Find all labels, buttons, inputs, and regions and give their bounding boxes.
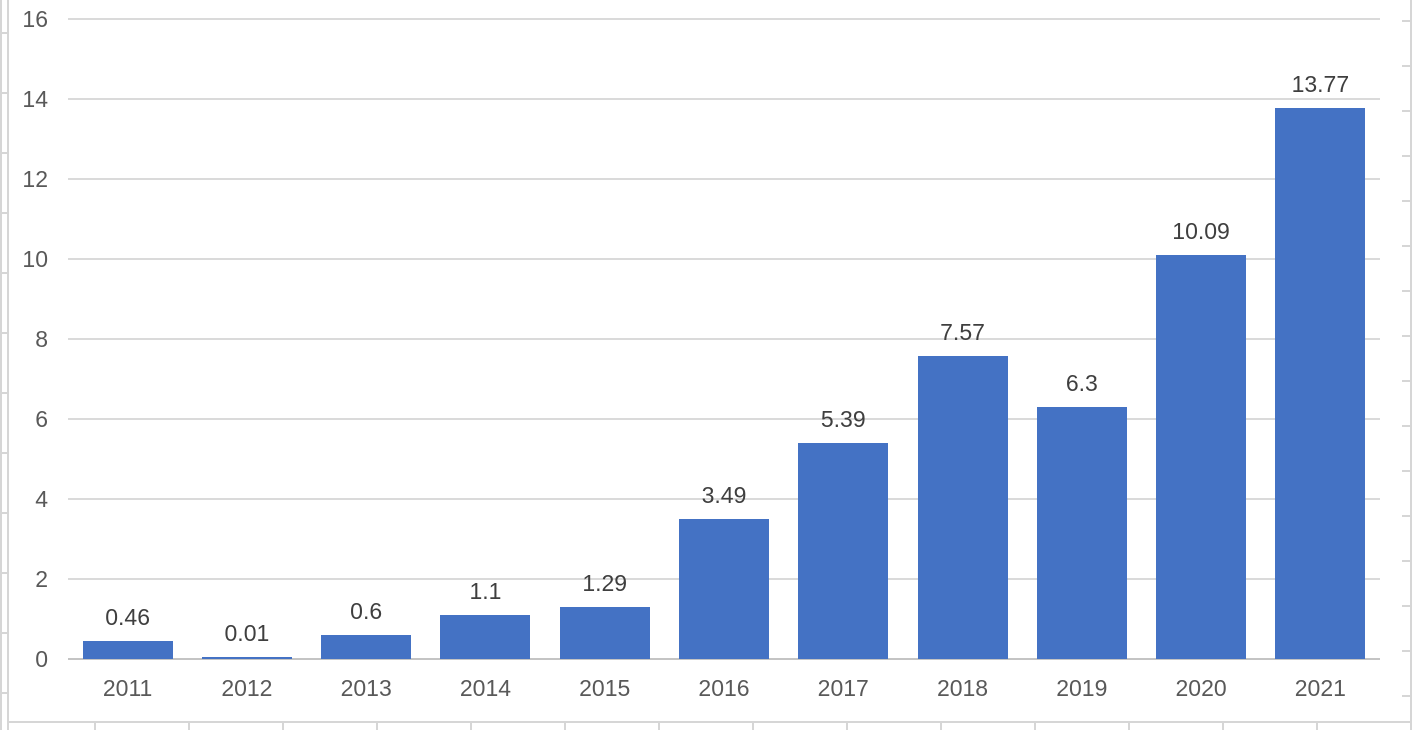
sheet-row-line bbox=[1402, 560, 1410, 562]
y-tick-label: 4 bbox=[35, 486, 48, 512]
gridline bbox=[68, 178, 1380, 180]
bar-value-label: 1.1 bbox=[469, 578, 502, 604]
x-tick-label: 2016 bbox=[698, 675, 750, 701]
y-tick-label: 14 bbox=[22, 86, 48, 112]
bar-2011 bbox=[82, 640, 173, 659]
sheet-row-line bbox=[1402, 335, 1410, 337]
sheet-row-line bbox=[0, 332, 7, 334]
bar-value-label: 1.29 bbox=[582, 570, 628, 597]
y-tick-label: 0 bbox=[35, 646, 48, 672]
sheet-column-line bbox=[470, 723, 472, 730]
x-tick-label: 2011 bbox=[102, 675, 153, 701]
sheet-column-line bbox=[188, 723, 190, 730]
sheet-column-line bbox=[1222, 723, 1224, 730]
sheet-column-line bbox=[6, 0, 9, 730]
sheet-row-line bbox=[1402, 425, 1410, 427]
bar-2014 bbox=[440, 615, 531, 659]
sheet-row-line bbox=[1402, 290, 1410, 292]
bar-value-label: 5.39 bbox=[820, 406, 866, 433]
bar-2016 bbox=[679, 519, 769, 659]
sheet-column-line bbox=[0, 0, 2, 730]
x-tick-label: 2012 bbox=[221, 675, 273, 701]
bar-value-label: 0.6 bbox=[350, 598, 383, 624]
sheet-row-line bbox=[0, 632, 7, 634]
gridline bbox=[68, 418, 1380, 420]
sheet-row-line bbox=[0, 32, 7, 34]
bar-2021 bbox=[1275, 108, 1366, 659]
sheet-row-line bbox=[1402, 470, 1410, 472]
x-axis-line bbox=[68, 658, 1380, 660]
sheet-row-line bbox=[1402, 155, 1410, 157]
sheet-column-line bbox=[94, 723, 96, 730]
y-tick-label: 12 bbox=[22, 166, 48, 192]
x-tick-label: 2018 bbox=[936, 675, 989, 701]
sheet-row-line bbox=[0, 272, 7, 274]
bar-value-label: 10.09 bbox=[1172, 218, 1230, 245]
bar-2012 bbox=[201, 656, 292, 659]
bar-value-label: 0.46 bbox=[105, 603, 150, 630]
bar-value-label: 13.77 bbox=[1291, 71, 1350, 98]
x-tick-label: 2013 bbox=[340, 675, 392, 701]
sheet-row-line bbox=[1402, 695, 1410, 697]
sheet-column-line bbox=[846, 723, 848, 730]
sheet-row-line bbox=[0, 452, 7, 454]
x-tick-label: 2020 bbox=[1175, 675, 1227, 701]
bar-value-label: 6.3 bbox=[1065, 370, 1098, 396]
gridline bbox=[68, 498, 1380, 500]
sheet-row-line bbox=[1402, 650, 1410, 652]
sheet-row-line bbox=[1402, 110, 1410, 112]
sheet-row-line bbox=[1402, 605, 1410, 607]
sheet-column-line bbox=[752, 723, 754, 730]
x-tick-label: 2015 bbox=[579, 675, 631, 701]
x-tick-label: 2019 bbox=[1056, 675, 1108, 701]
sheet-column-line bbox=[1128, 723, 1130, 730]
gridline bbox=[68, 338, 1380, 340]
y-tick-label: 6 bbox=[35, 406, 48, 432]
sheet-row-line bbox=[0, 152, 7, 154]
sheet-column-line bbox=[1034, 723, 1036, 730]
sheet-column-line bbox=[282, 723, 284, 730]
bar-2020 bbox=[1156, 255, 1247, 659]
sheet-column-line bbox=[1410, 723, 1412, 730]
sheet-column-line bbox=[940, 723, 942, 730]
sheet-column-line bbox=[1316, 723, 1318, 730]
x-tick-label: 2017 bbox=[817, 675, 869, 701]
sheet-row-line bbox=[8, 720, 1411, 723]
sheet-row-line bbox=[1402, 515, 1410, 517]
sheet-row-line bbox=[0, 212, 7, 214]
sheet-row-line bbox=[1402, 245, 1410, 247]
gridline bbox=[68, 98, 1380, 100]
bar-2015 bbox=[559, 607, 650, 659]
x-tick-label: 2014 bbox=[459, 675, 512, 701]
sheet-column-line bbox=[1409, 0, 1412, 730]
bar-2017 bbox=[798, 443, 889, 659]
y-tick-label: 16 bbox=[22, 6, 48, 32]
gridline bbox=[68, 18, 1380, 20]
sheet-column-line bbox=[564, 723, 566, 730]
sheet-row-line bbox=[1402, 380, 1410, 382]
bar-2013 bbox=[321, 635, 412, 659]
gridline bbox=[68, 258, 1380, 260]
bar-2019 bbox=[1036, 407, 1127, 659]
y-tick-label: 10 bbox=[22, 246, 48, 272]
bar-value-label: 3.49 bbox=[701, 482, 747, 509]
bar-2018 bbox=[917, 356, 1008, 659]
sheet-row-line bbox=[0, 692, 7, 694]
sheet-row-line bbox=[0, 392, 7, 394]
sheet-row-line bbox=[1402, 65, 1410, 67]
bar-value-label: 7.57 bbox=[940, 319, 985, 346]
y-tick-label: 2 bbox=[35, 566, 48, 592]
x-tick-label: 2021 bbox=[1294, 675, 1346, 701]
sheet-row-line bbox=[1402, 20, 1410, 22]
sheet-row-line bbox=[1402, 200, 1410, 202]
bar-value-label: 0.01 bbox=[224, 619, 270, 646]
y-tick-label: 8 bbox=[35, 326, 48, 352]
sheet-row-line bbox=[0, 572, 7, 574]
sheet-row-line bbox=[0, 512, 7, 514]
sheet-column-line bbox=[658, 723, 660, 730]
sheet-row-line bbox=[0, 92, 7, 94]
sheet-column-line bbox=[376, 723, 378, 730]
